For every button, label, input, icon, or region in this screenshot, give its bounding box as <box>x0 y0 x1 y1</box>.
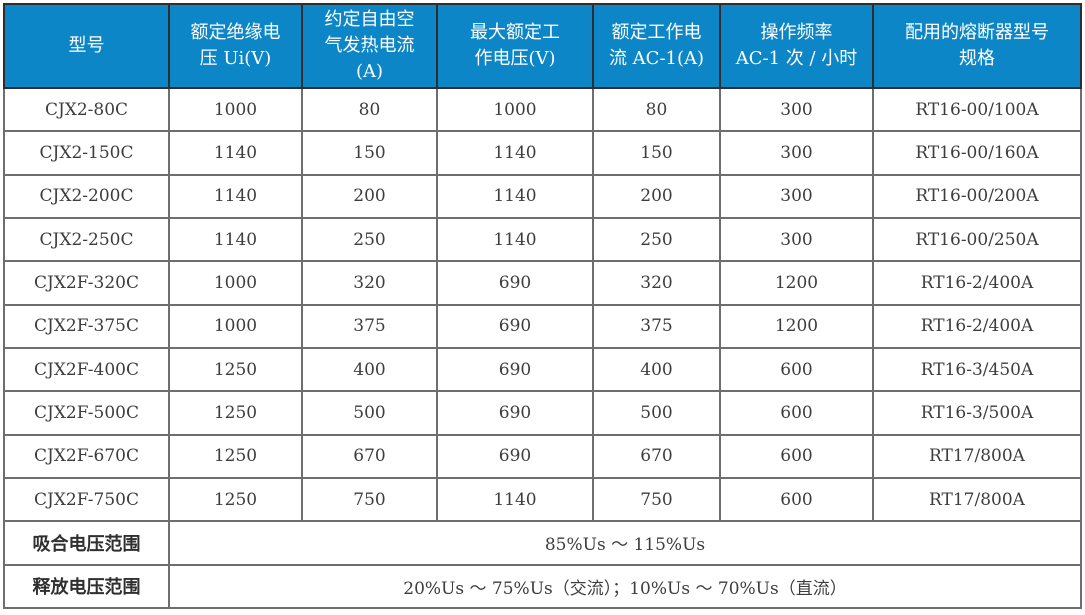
value-cell: RT16-00/160A <box>872 130 1082 176</box>
value-cell: 500 <box>592 390 721 436</box>
model-cell: CJX2-200C <box>3 173 170 219</box>
value-cell: 250 <box>301 216 438 263</box>
value-cell: RT16-3/450A <box>872 346 1082 393</box>
value-cell: 400 <box>592 346 721 393</box>
column-header: 额定工作电 流 AC-1(A) <box>592 3 721 89</box>
value-cell: 750 <box>592 476 721 523</box>
table-row: CJX2-200C 1140 200 1140 200 300 RT16-00/200A <box>3 173 1082 219</box>
column-header: 配用的熔断器型号 规格 <box>872 3 1082 89</box>
footer-row: 吸合电压范围 85%Us ～ 115%Us <box>3 520 1082 566</box>
value-cell: 600 <box>719 346 874 393</box>
value-cell: 1140 <box>436 173 594 219</box>
model-cell: CJX2F-320C <box>3 260 170 306</box>
table-row: CJX2F-670C 1250 670 690 670 600 RT17/800A <box>3 433 1082 479</box>
value-cell: 375 <box>592 303 721 349</box>
value-cell: RT16-2/400A <box>872 303 1082 349</box>
value-cell: 750 <box>301 476 438 523</box>
value-cell: 200 <box>301 173 438 219</box>
value-cell: 670 <box>301 433 438 479</box>
value-cell: 1140 <box>168 130 303 176</box>
value-cell: RT16-00/100A <box>872 86 1082 133</box>
column-header: 操作频率 AC-1 次 / 小时 <box>719 3 874 89</box>
value-cell: 1200 <box>719 260 874 306</box>
table-header: 型号 额定绝缘电 压 Ui(V) 约定自由空 气发热电流 (A) 最大额定工 作电压(… <box>3 3 1082 89</box>
value-cell: 1140 <box>436 476 594 523</box>
column-header: 最大额定工 作电压(V) <box>436 3 594 89</box>
value-cell: 250 <box>592 216 721 263</box>
model-cell: CJX2F-750C <box>3 476 170 523</box>
contactor-spec-table: 型号 额定绝缘电 压 Ui(V) 约定自由空 气发热电流 (A) 最大额定工 作电压(… <box>3 3 1082 610</box>
footer-value: 85%Us ～ 115%Us <box>168 520 1082 566</box>
value-cell: 1250 <box>168 433 303 479</box>
table-row: CJX2F-750C 1250 750 1140 750 600 RT17/800A <box>3 476 1082 523</box>
footer-row: 释放电压范围 20%Us ～ 75%Us（交流）；10%Us ～ 70%Us（直流… <box>3 563 1082 610</box>
value-cell: 1000 <box>168 260 303 306</box>
value-cell: 670 <box>592 433 721 479</box>
table-row: CJX2F-320C 1000 320 690 320 1200 RT16-2/400A <box>3 260 1082 306</box>
value-cell: 690 <box>436 433 594 479</box>
value-cell: 300 <box>719 173 874 219</box>
value-cell: 320 <box>592 260 721 306</box>
value-cell: 1250 <box>168 346 303 393</box>
footer-value: 20%Us ～ 75%Us（交流）；10%Us ～ 70%Us（直流） <box>168 563 1082 610</box>
value-cell: 1000 <box>436 86 594 133</box>
table-row: CJX2-80C 1000 80 1000 80 300 RT16-00/100A <box>3 86 1082 133</box>
value-cell: 80 <box>301 86 438 133</box>
table-body: CJX2-80C 1000 80 1000 80 300 RT16-00/100A CJX2-… <box>3 86 1082 610</box>
value-cell: 300 <box>719 86 874 133</box>
model-cell: CJX2-80C <box>3 86 170 133</box>
model-cell: CJX2F-375C <box>3 303 170 349</box>
value-cell: 1250 <box>168 390 303 436</box>
value-cell: 690 <box>436 303 594 349</box>
value-cell: 80 <box>592 86 721 133</box>
footer-label: 释放电压范围 <box>3 563 170 610</box>
value-cell: 1250 <box>168 476 303 523</box>
value-cell: 690 <box>436 390 594 436</box>
header-row: 型号 额定绝缘电 压 Ui(V) 约定自由空 气发热电流 (A) 最大额定工 作电压(… <box>3 3 1082 89</box>
value-cell: RT16-00/200A <box>872 173 1082 219</box>
value-cell: 500 <box>301 390 438 436</box>
value-cell: 200 <box>592 173 721 219</box>
value-cell: 1140 <box>436 216 594 263</box>
value-cell: 320 <box>301 260 438 306</box>
value-cell: 300 <box>719 216 874 263</box>
value-cell: 375 <box>301 303 438 349</box>
value-cell: 600 <box>719 390 874 436</box>
table-row: CJX2F-500C 1250 500 690 500 600 RT16-3/500A <box>3 390 1082 436</box>
table-row: CJX2-150C 1140 150 1140 150 300 RT16-00/160A <box>3 130 1082 176</box>
value-cell: 1000 <box>168 303 303 349</box>
model-cell: CJX2-150C <box>3 130 170 176</box>
value-cell: RT16-00/250A <box>872 216 1082 263</box>
value-cell: 1140 <box>436 130 594 176</box>
value-cell: 1140 <box>168 173 303 219</box>
model-cell: CJX2F-400C <box>3 346 170 393</box>
column-header: 额定绝缘电 压 Ui(V) <box>168 3 303 89</box>
model-cell: CJX2F-500C <box>3 390 170 436</box>
value-cell: 1000 <box>168 86 303 133</box>
value-cell: 1140 <box>168 216 303 263</box>
table-row: CJX2F-400C 1250 400 690 400 600 RT16-3/450A <box>3 346 1082 393</box>
table-row: CJX2F-375C 1000 375 690 375 1200 RT16-2/400A <box>3 303 1082 349</box>
table-row: CJX2-250C 1140 250 1140 250 300 RT16-00/250A <box>3 216 1082 263</box>
value-cell: RT16-2/400A <box>872 260 1082 306</box>
value-cell: 400 <box>301 346 438 393</box>
model-cell: CJX2-250C <box>3 216 170 263</box>
value-cell: 150 <box>592 130 721 176</box>
column-header: 型号 <box>3 3 170 89</box>
value-cell: RT17/800A <box>872 433 1082 479</box>
value-cell: 600 <box>719 476 874 523</box>
value-cell: RT16-3/500A <box>872 390 1082 436</box>
value-cell: 690 <box>436 346 594 393</box>
value-cell: 150 <box>301 130 438 176</box>
footer-label: 吸合电压范围 <box>3 520 170 566</box>
value-cell: 300 <box>719 130 874 176</box>
column-header: 约定自由空 气发热电流 (A) <box>301 3 438 89</box>
value-cell: 690 <box>436 260 594 306</box>
value-cell: 1200 <box>719 303 874 349</box>
model-cell: CJX2F-670C <box>3 433 170 479</box>
value-cell: 600 <box>719 433 874 479</box>
value-cell: RT17/800A <box>872 476 1082 523</box>
